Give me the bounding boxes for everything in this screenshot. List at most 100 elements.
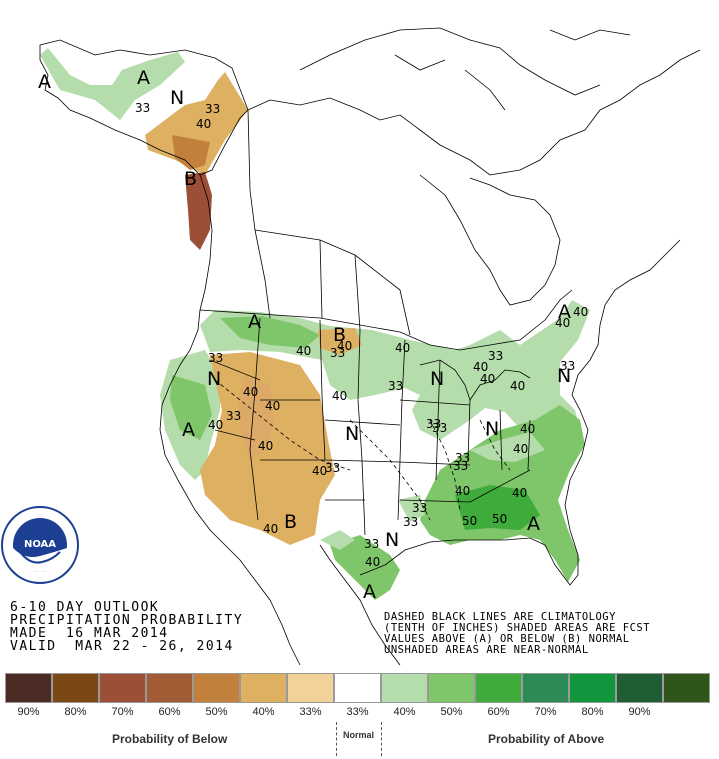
- legend-normal-left-divider: [336, 722, 337, 756]
- legend-percent-label: 80%: [581, 706, 604, 718]
- northern-tier-above-40-region: [220, 316, 320, 348]
- contour-line: [214, 379, 351, 471]
- contour-label: 33: [325, 461, 340, 475]
- legend-swatch: [475, 673, 522, 703]
- category-label: B: [333, 324, 346, 346]
- legend-above-caption: Probability of Above: [488, 732, 605, 746]
- probability-legend: Probability of Below Normal Probability …: [0, 670, 719, 759]
- category-labels: A A N B A B N A N N N B N A A A N: [38, 67, 571, 603]
- contour-label: 33: [432, 421, 447, 435]
- contour-label: 33: [208, 351, 223, 365]
- southeast-above-60-region: [455, 485, 540, 530]
- category-label: N: [345, 423, 359, 445]
- contour-label: 40: [395, 341, 410, 355]
- legend-swatch: [5, 673, 52, 703]
- contour-label: 40: [555, 316, 570, 330]
- contour-label: 33: [388, 379, 403, 393]
- gulf-coast: [359, 479, 579, 586]
- legend-below-caption: Probability of Below: [112, 732, 228, 746]
- legend-swatch: [569, 673, 616, 703]
- arctic-islands: [299, 27, 631, 111]
- legend-percent-label: 33%: [299, 706, 322, 718]
- title-line-2: PRECIPITATION PROBABILITY: [10, 613, 244, 628]
- contour-label: 40: [258, 439, 273, 453]
- category-label: N: [485, 418, 499, 440]
- contour-label: 33: [560, 359, 575, 373]
- southeast-above-light-region: [470, 432, 545, 462]
- alaska-below-40-region: [145, 72, 248, 175]
- coastlines-and-borders: [39, 27, 701, 666]
- contour-label: 40: [196, 117, 211, 131]
- legend-swatch: [146, 673, 193, 703]
- east-coast: [569, 239, 681, 481]
- alaska-below-50-region: [172, 135, 210, 170]
- legend-percent-label: 90%: [628, 706, 651, 718]
- contour-label: 40: [573, 305, 588, 319]
- state-lines: [209, 317, 531, 536]
- texas-coast-above-region: [330, 535, 400, 600]
- hudson-bay-outline: [419, 174, 561, 306]
- contour-label: 33: [412, 501, 427, 515]
- contour-label: 33: [364, 537, 379, 551]
- contour-label: 40: [520, 422, 535, 436]
- contour-label: 40: [208, 418, 223, 432]
- contour-label: 40: [365, 555, 380, 569]
- legend-swatch: [663, 673, 710, 703]
- arctic-coast: [247, 49, 701, 176]
- contour-label: 33: [205, 102, 220, 116]
- west-coast-above-40-region: [170, 375, 212, 440]
- contour-label: 40: [337, 339, 352, 353]
- category-label: A: [363, 581, 376, 603]
- contour-label: 40: [312, 464, 327, 478]
- legend-percent-label: 50%: [440, 706, 463, 718]
- legend-swatch: [193, 673, 240, 703]
- category-label: A: [182, 419, 195, 441]
- contour-label: 33: [403, 515, 418, 529]
- west-coast: [159, 174, 241, 561]
- legend-percent-label: 90%: [17, 706, 40, 718]
- arkansas-above-region: [398, 495, 425, 522]
- noaa-logo-text: NOAA: [24, 539, 56, 550]
- contour-label: 40: [263, 522, 278, 536]
- category-label: A: [527, 513, 540, 535]
- contour-label: 33: [426, 417, 441, 431]
- contour-line: [479, 419, 511, 471]
- legend-swatch: [52, 673, 99, 703]
- legend-swatch: [522, 673, 569, 703]
- intermountain-below-40-region: [238, 375, 275, 460]
- contour-line: [429, 419, 461, 511]
- legend-swatch: [334, 673, 381, 703]
- contour-label: 50: [492, 512, 507, 526]
- contour-label: 33: [455, 451, 470, 465]
- contour-label: 40: [455, 484, 470, 498]
- contour-label: 33: [330, 346, 345, 360]
- note-line-3: VALUES ABOVE (A) OR BELOW (B) NORMAL: [384, 633, 630, 645]
- legend-swatch: [240, 673, 287, 703]
- precipitation-outlook-map: 33 33 40 40 40 33 33 40 33 40 40 40 33 4…: [1, 27, 701, 666]
- legend-percent-label: 40%: [393, 706, 416, 718]
- contour-label: 40: [243, 385, 258, 399]
- contour-label: 40: [510, 379, 525, 393]
- legend-swatch: [99, 673, 146, 703]
- alaska-outline: [39, 39, 249, 176]
- contour-label: 40: [265, 399, 280, 413]
- legend-normal-caption: Normal: [343, 730, 375, 740]
- note-line-2: (TENTH OF INCHES) SHADED AREAS ARE FCST: [384, 622, 651, 634]
- legend-swatch: [428, 673, 475, 703]
- contour-label: 50: [462, 514, 477, 528]
- alaska-above-region: [40, 48, 185, 120]
- legend-swatch: [616, 673, 663, 703]
- legend-percent-label: 50%: [205, 706, 228, 718]
- legend-percent-label: 80%: [64, 706, 87, 718]
- category-label: B: [184, 168, 197, 190]
- probability-shading: [40, 48, 590, 600]
- category-label: N: [430, 368, 444, 390]
- contour-label: 40: [473, 360, 488, 374]
- category-label: B: [284, 511, 297, 533]
- legend-percent-label: 70%: [534, 706, 557, 718]
- contour-label: 40: [513, 442, 528, 456]
- legend-swatches: [5, 673, 710, 703]
- title-line-4: VALID MAR 22 - 26, 2014: [10, 639, 234, 654]
- contour-label: 33: [453, 459, 468, 473]
- category-label: A: [38, 71, 51, 93]
